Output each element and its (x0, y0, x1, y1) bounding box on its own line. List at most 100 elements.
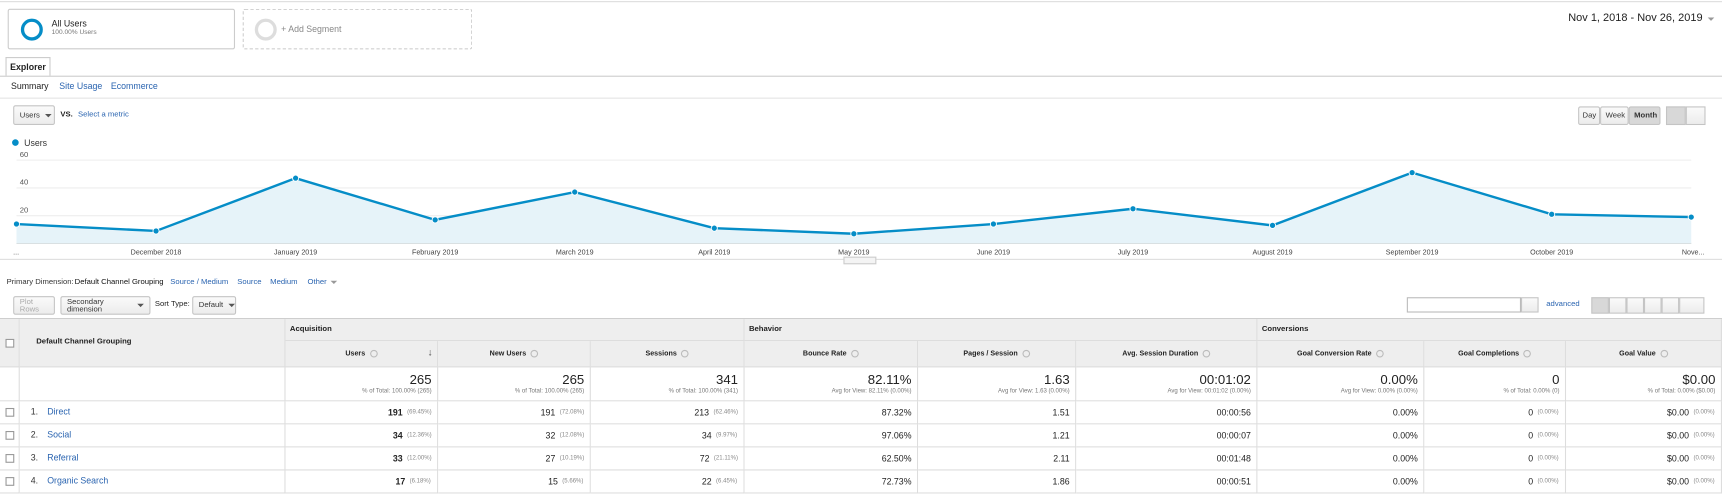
search-button[interactable] (1521, 297, 1539, 313)
legend-marker (12, 139, 19, 146)
metric-cell: 0 (0.00%) (1424, 447, 1567, 471)
metric-share: (10.19%) (559, 455, 585, 462)
metric-cell: $0.00 (0.00%) (1566, 470, 1722, 494)
column-header[interactable]: New Users (438, 341, 591, 368)
legend-label: Users (24, 138, 48, 148)
metric-value: 00:00:56 (1216, 407, 1251, 418)
dimension-option[interactable]: Other (307, 279, 337, 286)
view-button[interactable] (1608, 297, 1627, 314)
search-input[interactable] (1406, 297, 1522, 313)
column-header[interactable]: Users ↓ (285, 341, 439, 368)
data-point (1548, 210, 1556, 218)
metric-cell: 97.06% (744, 424, 919, 448)
column-header[interactable]: Pages / Session (918, 341, 1077, 368)
column-header[interactable]: Sessions (590, 341, 745, 368)
dimension-header[interactable]: Default Channel Grouping (19, 319, 286, 368)
total-detail: % of Total: 0.00% ($0.00) (1647, 388, 1716, 395)
metric-share: (5.66%) (562, 478, 584, 485)
metric-value: 87.32% (881, 407, 912, 418)
metric-share: (0.00%) (1537, 432, 1559, 439)
column-header-label: Bounce Rate (802, 349, 847, 358)
date-range[interactable]: Nov 1, 2018 - Nov 26, 2019 (1568, 12, 1715, 24)
metric-cell: 27 (10.19%) (438, 447, 591, 471)
top-border (0, 1, 1722, 3)
checkbox[interactable] (5, 338, 15, 348)
subtab[interactable]: Ecommerce (110, 81, 158, 92)
granularity-button[interactable]: Week (1600, 106, 1629, 126)
chart: 20 40 60 Users... December 2018 January 2019 F… (12, 138, 1704, 256)
metric-cell: 191 (72.08%) (438, 401, 591, 425)
view-button[interactable] (1661, 297, 1680, 314)
metric-cell: 00:00:07 (1076, 424, 1258, 448)
total-detail: % of Total: 100.00% (341) (668, 388, 738, 395)
view-button[interactable] (1679, 297, 1705, 314)
view-button[interactable] (1644, 297, 1662, 314)
dimension-option[interactable]: Medium (270, 278, 298, 287)
row-name[interactable]: Organic Search (47, 475, 109, 486)
metric-cell: 2.11 (918, 447, 1077, 471)
metric-value: 34 (392, 430, 403, 441)
row-dimension-cell: 3. Referral (19, 447, 286, 471)
total-value: 265 (562, 371, 585, 388)
row-checkbox-cell (0, 401, 20, 425)
column-header-label: Goal Value (1619, 349, 1656, 358)
row-index: 2. (30, 429, 39, 440)
add-segment[interactable]: + Add Segment (242, 8, 473, 50)
row-name[interactable]: Referral (47, 452, 79, 463)
column-header[interactable]: Goal Value (1566, 341, 1722, 368)
metric-share: (9.97%) (716, 432, 738, 439)
row-name[interactable]: Direct (47, 406, 71, 417)
metric-cell: 72 (21.11%) (590, 447, 745, 471)
dimension-option[interactable]: Default Channel Grouping (74, 278, 164, 287)
column-header-label: Avg. Session Duration (1122, 349, 1199, 358)
explorer-tab[interactable]: Explorer (5, 57, 51, 76)
granularity-button[interactable]: Day (1578, 106, 1601, 126)
help-icon (850, 349, 859, 358)
plot-rows-button[interactable]: Plot Rows (13, 296, 55, 315)
total-detail: Avg for View: 1.63 (0.00%) (998, 388, 1070, 395)
dimension-option[interactable]: Source / Medium (170, 278, 229, 287)
granularity-button[interactable]: Month (1628, 106, 1661, 126)
column-header[interactable]: Goal Completions (1424, 341, 1567, 368)
checkbox[interactable] (5, 407, 15, 417)
y-tick-label: 40 (20, 178, 29, 187)
metric-cell: 0.00% (1257, 401, 1425, 425)
metric-value: 191 (388, 407, 403, 418)
column-group: Acquisition (285, 319, 745, 342)
metric-select[interactable]: Users (13, 105, 55, 126)
total-detail: % of Total: 100.00% (265) (362, 388, 432, 395)
metric-value: 0 (1528, 476, 1534, 487)
metric-cell: 22 (6.45%) (590, 470, 745, 494)
row-checkbox-cell (0, 470, 20, 494)
advanced-link[interactable]: advanced (1546, 300, 1580, 309)
dimension-option[interactable]: Source (237, 278, 262, 287)
metric-value: $0.00 (1667, 476, 1690, 487)
checkbox[interactable] (5, 477, 15, 486)
segment-card[interactable]: All Users 100.00% Users (7, 8, 236, 50)
add-segment-label: + Add Segment (281, 24, 342, 34)
x-tick-label: February 2019 (412, 248, 458, 256)
motion-chart-button[interactable] (1685, 106, 1706, 126)
view-button[interactable] (1626, 297, 1645, 314)
checkbox[interactable] (5, 454, 15, 463)
checkbox[interactable] (5, 431, 15, 440)
line-chart-button[interactable] (1665, 106, 1686, 126)
caret (228, 303, 236, 308)
subtab[interactable]: Site Usage (59, 81, 103, 92)
column-header[interactable]: Bounce Rate (744, 341, 919, 368)
sort-arrow[interactable]: ↓ (427, 346, 433, 358)
column-header[interactable]: Goal Conversion Rate (1257, 341, 1425, 368)
sort-type-select[interactable]: Default (192, 296, 237, 315)
row-name[interactable]: Social (47, 429, 72, 440)
view-button[interactable] (1591, 297, 1609, 314)
secondary-dimension-label: Secondary dimension (66, 297, 104, 314)
total-value: 0 (1552, 371, 1560, 388)
select-metric[interactable]: Select a metric (77, 110, 129, 119)
x-tick-label: October 2019 (1530, 248, 1573, 256)
secondary-dimension-select[interactable]: Secondary dimension (60, 296, 151, 315)
resize-handle[interactable] (843, 256, 877, 265)
subtab[interactable]: Summary (10, 81, 49, 92)
data-point (571, 188, 579, 196)
column-header[interactable]: Avg. Session Duration (1076, 341, 1258, 368)
